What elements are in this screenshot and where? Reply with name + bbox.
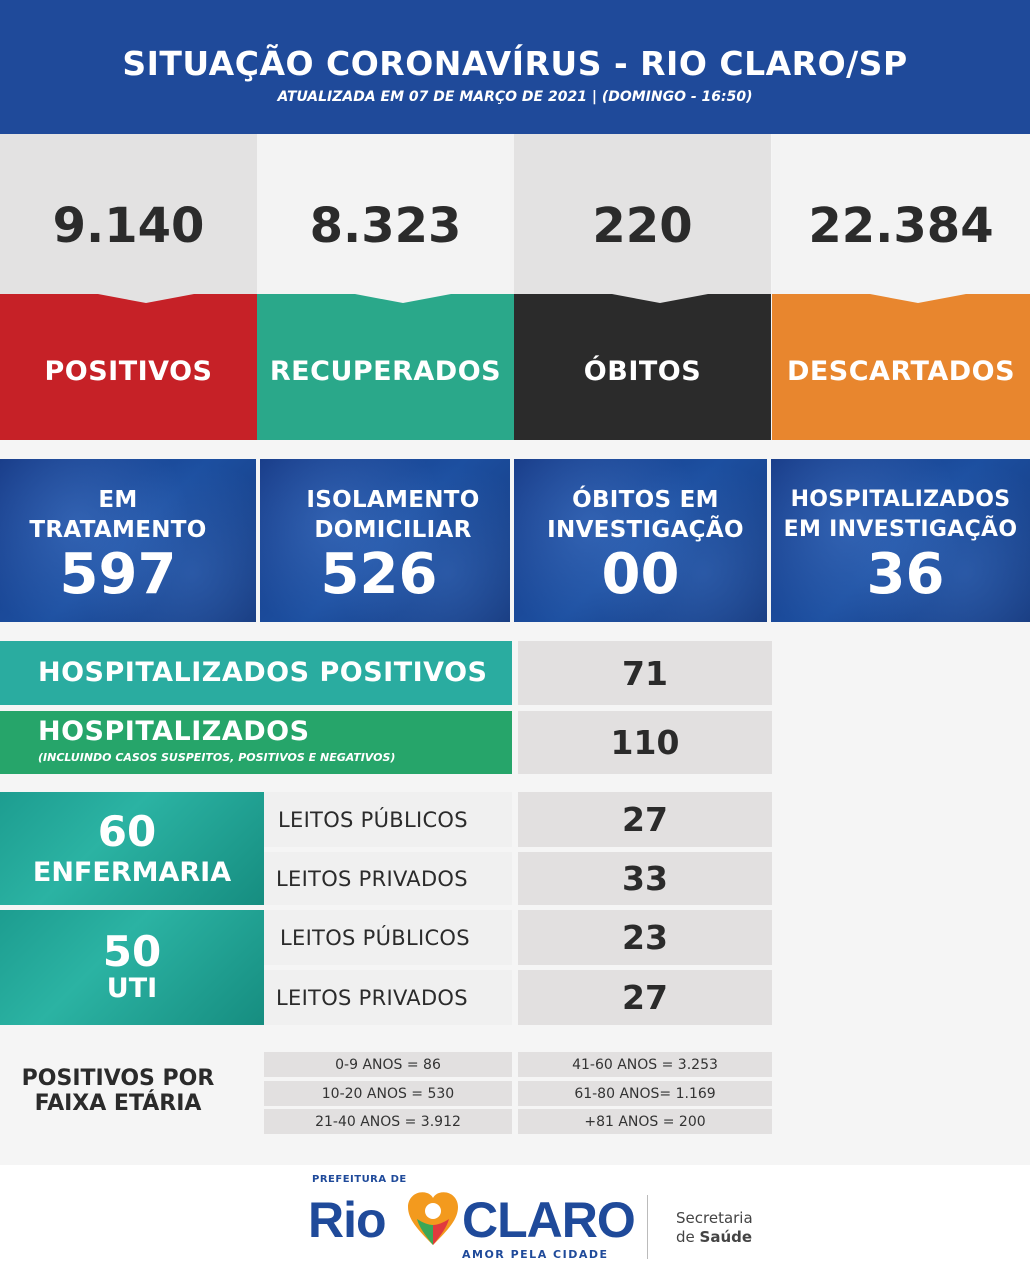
logo-prefeitura-text: PREFEITURA DE: [312, 1174, 407, 1185]
notch-marker: [98, 294, 194, 303]
stat-label: DESCARTADOS: [772, 294, 1030, 440]
page-title: SITUAÇÃO CORONAVÍRUS - RIO CLARO/SP: [122, 44, 908, 83]
hospitalizados-note: (INCLUINDO CASOS SUSPEITOS, POSITIVOS E …: [38, 751, 396, 764]
enfermaria-publicos-value: 27: [518, 792, 772, 847]
stat-value: 220: [592, 198, 693, 254]
enfermaria-privados-label: LEITOS PRIVADOS: [264, 852, 512, 905]
logo-claro: CLARO: [462, 1192, 636, 1248]
tile-value: 00: [601, 542, 680, 607]
stat-label: ÓBITOS: [514, 294, 771, 440]
tile-background: [260, 459, 510, 622]
enfermaria-total: 60: [97, 807, 157, 856]
uti-publicos-value: 23: [518, 910, 772, 965]
tile-em-tratamento: EM TRATAMENTO 597: [0, 459, 256, 622]
footer-divider: [647, 1195, 648, 1259]
enfermaria-block: 60 ENFERMARIA: [0, 792, 264, 905]
stat-value: 22.384: [808, 198, 994, 254]
stat-value: 9.140: [52, 198, 205, 254]
age-cell: 0-9 ANOS = 86: [264, 1052, 512, 1077]
tile-label: ÓBITOS EM INVESTIGAÇÃO: [547, 487, 744, 543]
tile-label: HOSPITALIZADOS EM INVESTIGAÇÃO: [783, 487, 1018, 542]
logo-rio: Rio: [308, 1192, 387, 1248]
logo-tagline: AMOR PELA CIDADE: [462, 1248, 609, 1261]
stat-label: RECUPERADOS: [257, 294, 514, 440]
footer: PREFEITURA DE Rio CLARO AMOR PELA CIDADE…: [0, 1165, 1030, 1280]
logo-heart-icon: [405, 1187, 461, 1247]
age-cell: +81 ANOS = 200: [518, 1109, 772, 1134]
hosp-positivos-label: HOSPITALIZADOS POSITIVOS: [38, 657, 488, 688]
tile-value: 36: [866, 542, 945, 607]
header-banner: SITUAÇÃO CORONAVÍRUS - RIO CLARO/SP ATUA…: [0, 0, 1030, 134]
tile-hospitalizados-investigacao: HOSPITALIZADOS EM INVESTIGAÇÃO 36: [771, 459, 1030, 622]
uti-total: 50: [102, 927, 162, 976]
tile-value: 526: [320, 542, 438, 607]
stat-label: POSITIVOS: [0, 294, 257, 440]
hospitalizados-label: HOSPITALIZADOS: [38, 716, 310, 747]
uti-block: 50 UTI: [0, 910, 264, 1025]
stat-recuperados: 8.323 RECUPERADOS: [257, 134, 514, 440]
stat-obitos: 220 ÓBITOS: [514, 134, 771, 440]
stat-descartados: 22.384 DESCARTADOS: [772, 134, 1030, 440]
uti-label: UTI: [106, 973, 158, 1004]
age-cell: 21-40 ANOS = 3.912: [264, 1109, 512, 1134]
notch-marker: [355, 294, 451, 303]
stat-value: 8.323: [309, 198, 462, 254]
stat-positivos: 9.140 POSITIVOS: [0, 134, 257, 440]
secretaria-de-saude: de Saúde: [676, 1228, 753, 1246]
enfermaria-label: ENFERMARIA: [32, 857, 232, 888]
tile-background: [0, 459, 256, 622]
age-cell: 61-80 ANOS= 1.169: [518, 1081, 772, 1106]
uti-privados-label: LEITOS PRIVADOS: [264, 970, 512, 1025]
hosp-positivos-bar: HOSPITALIZADOS POSITIVOS: [0, 641, 512, 705]
notch-marker: [870, 294, 966, 303]
notch-marker: [612, 294, 708, 303]
hospitalizados-bar: HOSPITALIZADOS (INCLUINDO CASOS SUSPEITO…: [0, 711, 512, 774]
tile-value: 597: [59, 542, 177, 607]
tile-background: [771, 459, 1030, 622]
update-timestamp: ATUALIZADA EM 07 DE MARÇO DE 2021 | (DOM…: [277, 89, 753, 105]
secretaria-text: Secretaria: [676, 1209, 753, 1227]
tile-isolamento-domiciliar: ISOLAMENTO DOMICILIAR 526: [260, 459, 510, 622]
tile-background: [514, 459, 767, 622]
tile-label: EM TRATAMENTO: [29, 487, 207, 543]
tile-obitos-investigacao: ÓBITOS EM INVESTIGAÇÃO 00: [514, 459, 767, 622]
uti-privados-value: 27: [518, 970, 772, 1025]
enfermaria-privados-value: 33: [518, 852, 772, 905]
age-title: POSITIVOS POR FAIXA ETÁRIA: [21, 1066, 215, 1116]
age-cell: 41-60 ANOS = 3.253: [518, 1052, 772, 1077]
enfermaria-publicos-label: LEITOS PÚBLICOS: [264, 792, 512, 847]
uti-publicos-label: LEITOS PÚBLICOS: [264, 910, 512, 965]
hospitalizados-value: 110: [518, 711, 772, 774]
tile-label: ISOLAMENTO DOMICILIAR: [306, 487, 480, 543]
hosp-positivos-value: 71: [518, 641, 772, 705]
age-cell: 10-20 ANOS = 530: [264, 1081, 512, 1106]
